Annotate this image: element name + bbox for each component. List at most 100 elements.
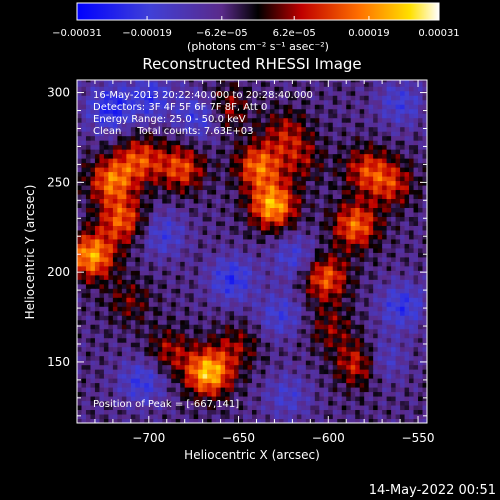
heatmap-cell <box>166 140 172 146</box>
heatmap-cell <box>337 387 343 393</box>
heatmap-cell <box>310 144 316 150</box>
heatmap-cell <box>166 234 172 240</box>
heatmap-cell <box>166 189 172 195</box>
heatmap-cell <box>126 225 132 231</box>
heatmap-cell <box>328 346 334 352</box>
heatmap-cell <box>364 189 370 195</box>
heatmap-cell <box>193 346 199 352</box>
heatmap-cell <box>386 162 392 168</box>
heatmap-cell <box>368 140 374 146</box>
heatmap-cell <box>377 189 383 195</box>
heatmap-cell <box>310 252 316 258</box>
heatmap-cell <box>292 149 298 155</box>
heatmap-cell <box>247 194 253 200</box>
heatmap-cell <box>94 319 100 325</box>
heatmap-cell <box>319 328 325 334</box>
heatmap-cell <box>346 207 352 213</box>
heatmap-cell <box>413 144 419 150</box>
heatmap-cell <box>404 270 410 276</box>
heatmap-cell <box>229 333 235 339</box>
heatmap-cell <box>409 211 415 217</box>
heatmap-cell <box>337 185 343 191</box>
heatmap-cell <box>265 405 271 411</box>
heatmap-cell <box>148 167 154 173</box>
heatmap-cell <box>220 418 226 423</box>
heatmap-cell <box>77 319 82 325</box>
heatmap-cell <box>274 306 280 312</box>
heatmap-cell <box>207 306 213 312</box>
heatmap-cell <box>359 207 365 213</box>
heatmap-cell <box>85 310 91 316</box>
heatmap-cell <box>341 225 347 231</box>
heatmap-cell <box>207 409 213 415</box>
heatmap-cell <box>234 288 240 294</box>
heatmap-cell <box>144 158 150 164</box>
heatmap-cell <box>260 373 266 379</box>
heatmap-cell <box>207 274 213 280</box>
heatmap-cell <box>292 319 298 325</box>
heatmap-cell <box>112 283 118 289</box>
heatmap-cell <box>157 261 163 267</box>
heatmap-cell <box>229 144 235 150</box>
heatmap-cell <box>238 346 244 352</box>
heatmap-cell <box>202 364 208 370</box>
heatmap-cell <box>292 297 298 303</box>
heatmap-cell <box>310 180 316 186</box>
heatmap-cell <box>377 328 383 334</box>
heatmap-cell <box>373 171 379 177</box>
heatmap-cell <box>153 185 159 191</box>
heatmap-cell <box>274 270 280 276</box>
heatmap-cell <box>310 301 316 307</box>
heatmap-cell <box>171 180 177 186</box>
heatmap-cell <box>85 373 91 379</box>
heatmap-cell <box>144 189 150 195</box>
heatmap-cell <box>121 400 127 406</box>
heatmap-cell <box>225 189 231 195</box>
heatmap-cell <box>364 158 370 164</box>
heatmap-cell <box>287 373 293 379</box>
heatmap-cell <box>153 414 159 420</box>
heatmap-cell <box>130 342 136 348</box>
heatmap-cell <box>350 171 356 177</box>
heatmap-cell <box>77 324 82 330</box>
heatmap-cell <box>130 288 136 294</box>
heatmap-cell <box>99 176 105 182</box>
heatmap-cell <box>287 274 293 280</box>
heatmap-cell <box>305 252 311 258</box>
heatmap-cell <box>121 162 127 168</box>
heatmap-cell <box>382 158 388 164</box>
heatmap-cell <box>355 324 361 330</box>
heatmap-cell <box>278 225 284 231</box>
heatmap-cell <box>323 414 329 420</box>
heatmap-cell <box>323 140 329 146</box>
heatmap-cell <box>292 229 298 235</box>
heatmap-cell <box>135 360 141 366</box>
heatmap-cell <box>121 256 127 262</box>
heatmap-cell <box>252 207 257 213</box>
heatmap-cell <box>328 283 334 289</box>
heatmap-cell <box>296 297 302 303</box>
heatmap-cell <box>90 158 96 164</box>
heatmap-cell <box>234 315 240 321</box>
heatmap-cell <box>112 256 118 262</box>
heatmap-cell <box>211 261 217 267</box>
heatmap-cell <box>189 270 195 276</box>
heatmap-cell <box>260 306 266 312</box>
heatmap-cell <box>243 162 249 168</box>
heatmap-cell <box>139 153 145 159</box>
heatmap-cell <box>216 220 222 226</box>
heatmap-cell <box>274 387 280 393</box>
heatmap-cell <box>81 220 87 226</box>
heatmap-cell <box>153 306 159 312</box>
heatmap-cell <box>198 265 204 271</box>
heatmap-cell <box>310 414 316 420</box>
heatmap-cell <box>229 225 235 231</box>
heatmap-cell <box>135 324 141 330</box>
heatmap-cell <box>153 382 159 388</box>
heatmap-cell <box>229 167 235 173</box>
heatmap-cell <box>166 225 172 231</box>
heatmap-cell <box>350 391 356 397</box>
heatmap-cell <box>252 220 257 226</box>
heatmap-cell <box>193 265 199 271</box>
heatmap-cell <box>368 405 374 411</box>
